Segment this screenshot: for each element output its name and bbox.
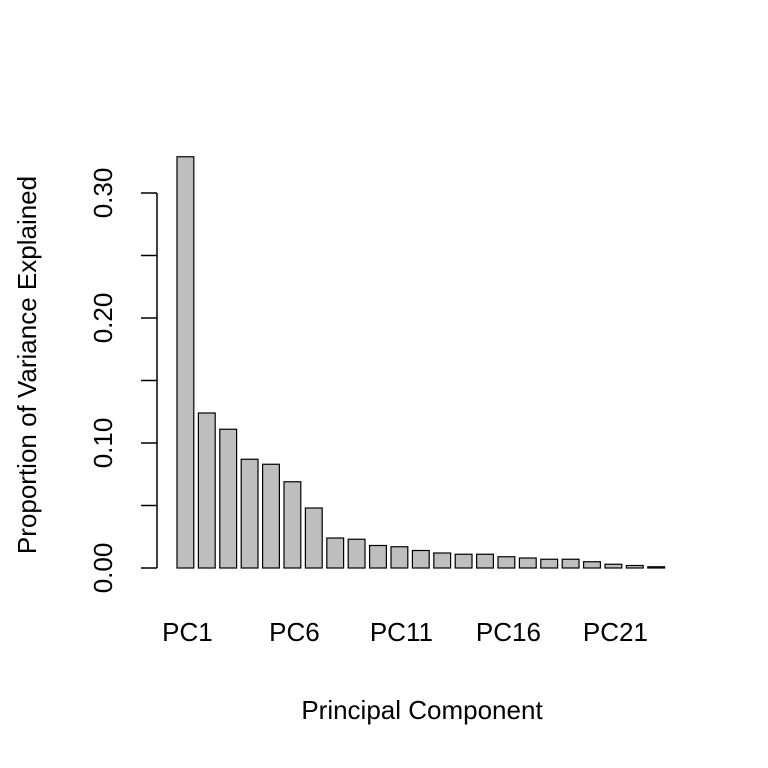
x-tick-label-pc21: PC21 (583, 617, 648, 647)
bar-pc3 (219, 428, 238, 569)
bar-pc21 (604, 563, 623, 569)
bar-pc14 (454, 553, 473, 569)
x-tick-label-pc16: PC16 (476, 617, 541, 647)
y-tick-label: 0.10 (88, 418, 118, 469)
bar-pc4 (240, 458, 259, 569)
y-axis: 0.00 0.10 0.20 0.30 (88, 168, 158, 594)
y-tick-label: 0.20 (88, 293, 118, 344)
y-axis-title: Proportion of Variance Explained (12, 176, 42, 554)
bar-pc6 (283, 481, 302, 569)
bar-pc16 (497, 556, 516, 569)
bar-pc15 (476, 553, 495, 569)
bar-pc8 (326, 537, 345, 569)
bar-pc5 (262, 463, 281, 569)
bar-pc17 (518, 557, 537, 569)
x-tick-label-pc11: PC11 (370, 617, 433, 647)
bar-pc9 (347, 538, 366, 569)
bar-pc13 (433, 552, 452, 569)
bar-pc7 (304, 507, 323, 569)
x-axis-title: Principal Component (301, 695, 543, 725)
bar-pc22 (625, 564, 644, 569)
bar-pc19 (561, 558, 580, 569)
y-tick-label: 0.30 (88, 168, 118, 219)
x-tick-label-pc1: PC1 (162, 617, 213, 647)
bar-pc12 (411, 549, 430, 569)
bar-pc20 (582, 561, 601, 569)
y-tick-label: 0.00 (88, 543, 118, 594)
bar-pc18 (540, 558, 559, 569)
bar-pc10 (369, 544, 388, 569)
bars-group (176, 156, 666, 569)
bar-pc23 (647, 566, 666, 569)
x-tick-label-pc6: PC6 (269, 617, 320, 647)
bar-pc1 (176, 156, 195, 569)
bar-pc2 (197, 412, 216, 569)
bar-pc11 (390, 546, 409, 569)
x-tick-labels: PC1 PC6 PC11 PC16 PC21 (162, 617, 648, 647)
